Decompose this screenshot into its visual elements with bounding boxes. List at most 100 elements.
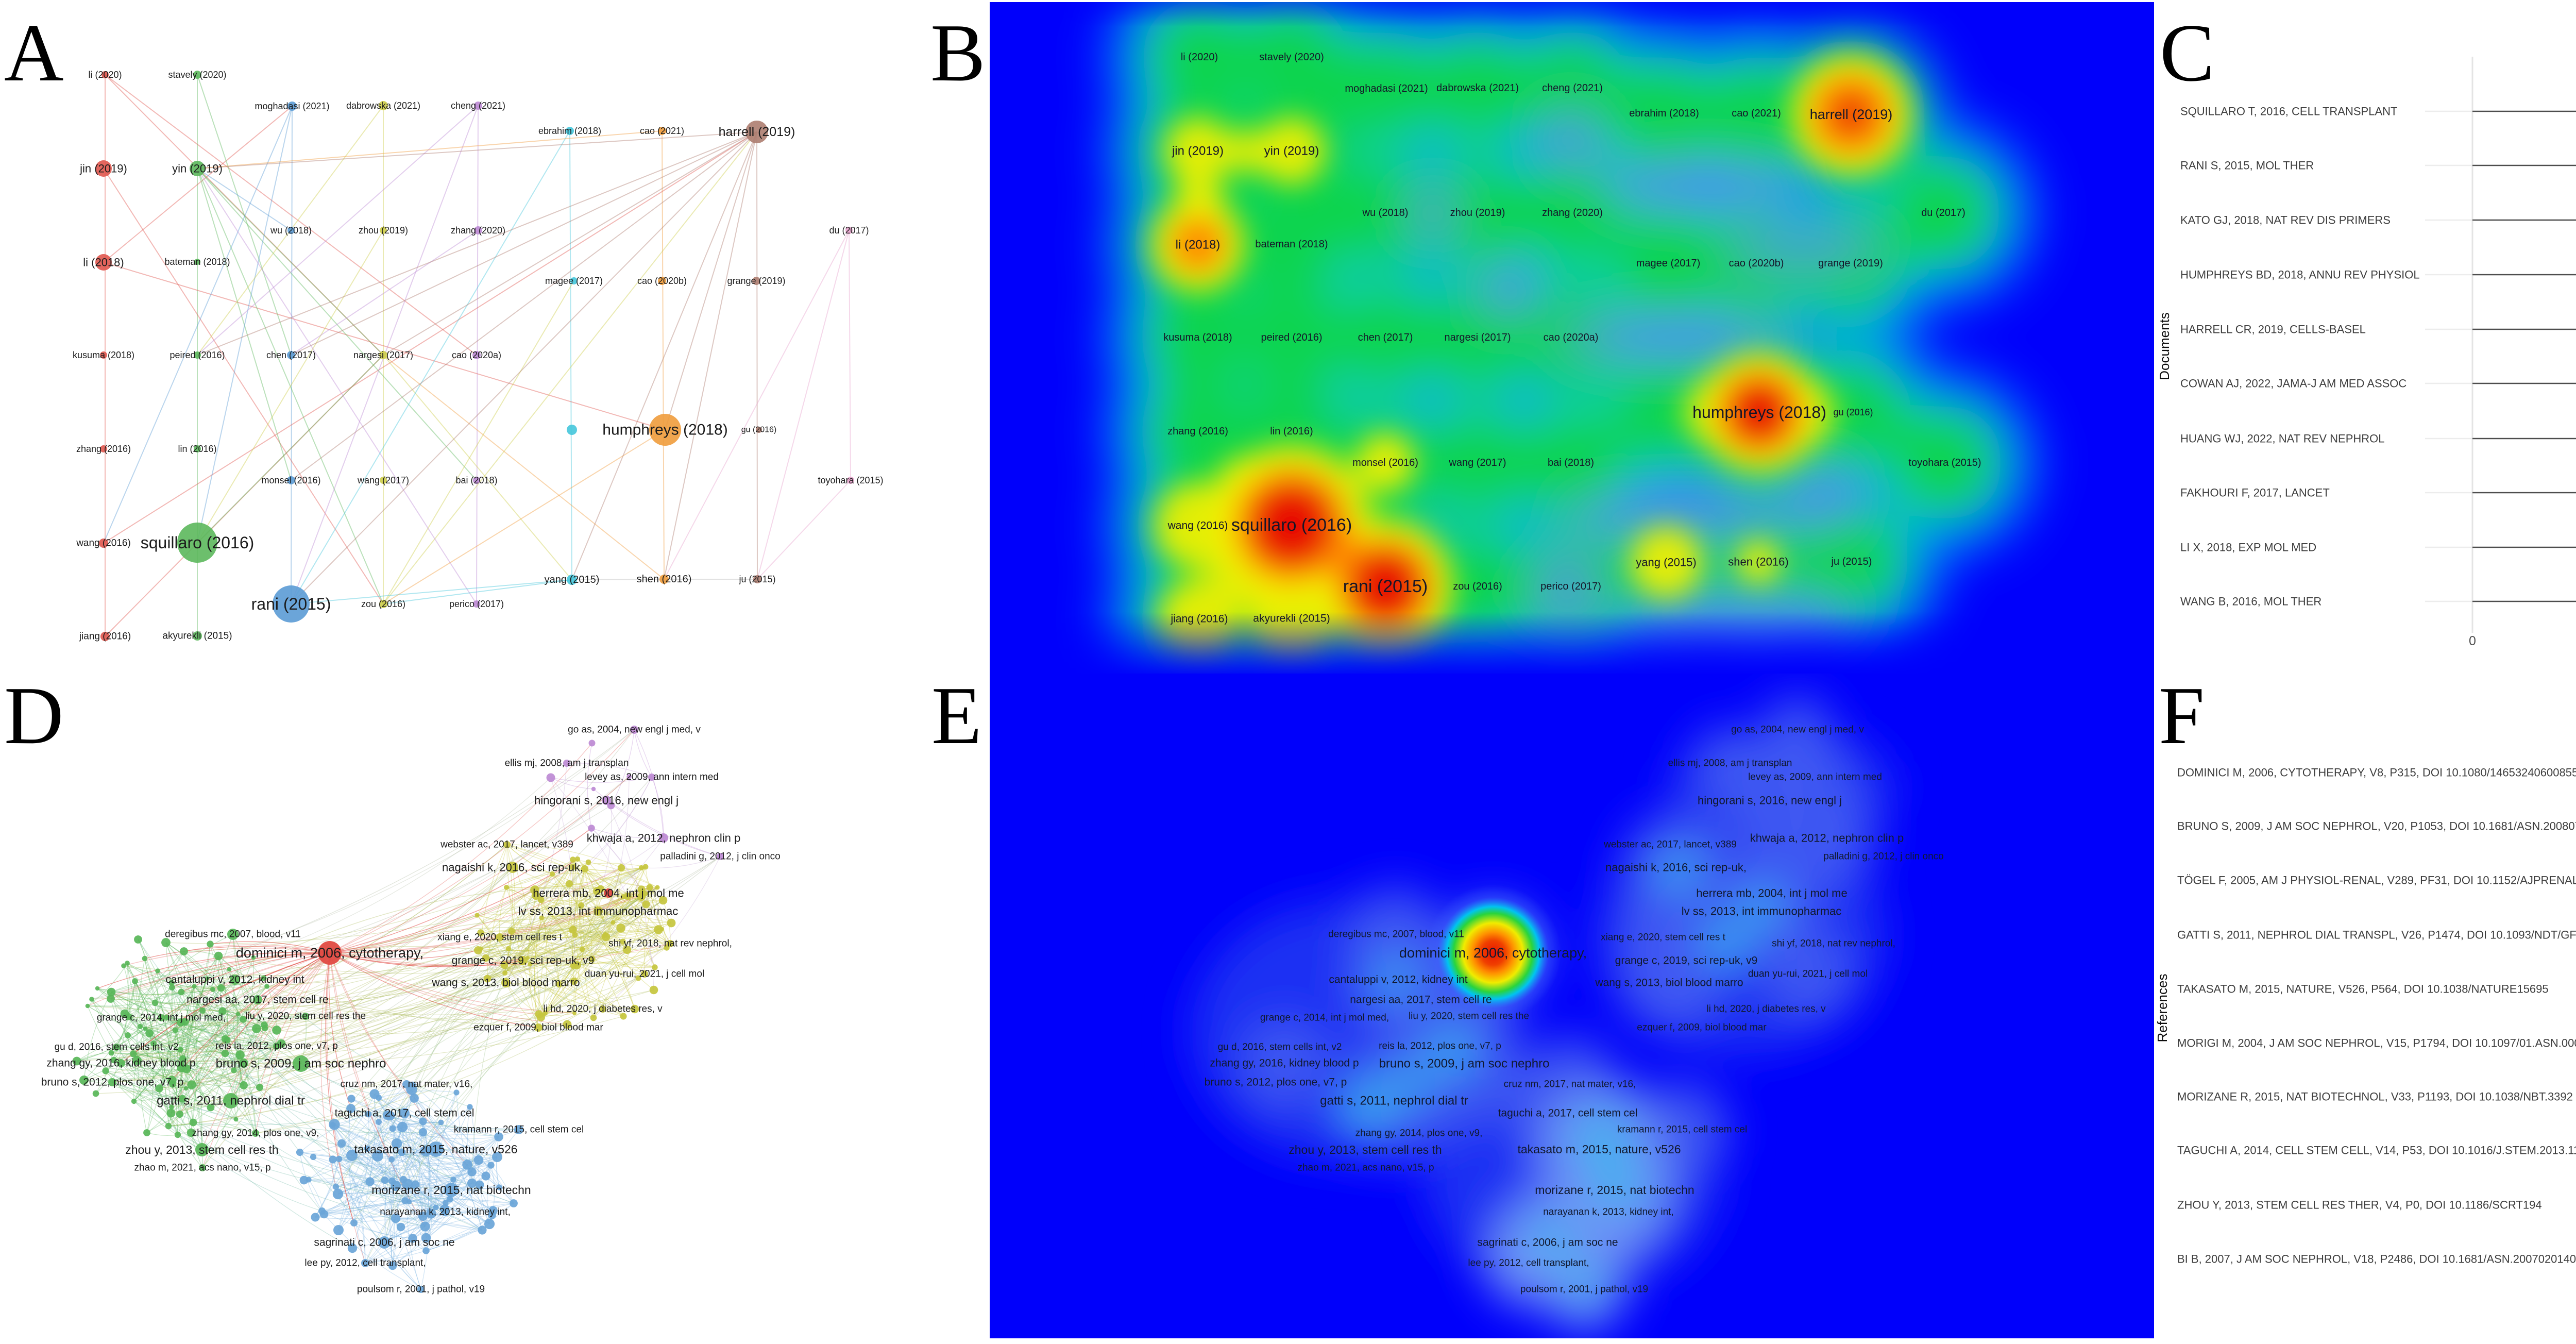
svg-text:wang s, 2013, biol blood marro: wang s, 2013, biol blood marro [1595, 977, 1743, 989]
svg-text:zhang gy, 2014, plos one, v9,: zhang gy, 2014, plos one, v9, [1355, 1128, 1483, 1139]
svg-text:ellis mj, 2008, am j transplan: ellis mj, 2008, am j transplan [505, 758, 629, 769]
svg-text:kramann r, 2015, cell stem cel: kramann r, 2015, cell stem cel [454, 1124, 584, 1135]
svg-text:ju (2015): ju (2015) [1831, 556, 1872, 567]
svg-text:MORIGI M, 2004, J AM SOC NEPHR: MORIGI M, 2004, J AM SOC NEPHROL, V15, P… [2177, 1037, 2576, 1050]
svg-text:palladini g, 2012, j clin onco: palladini g, 2012, j clin onco [660, 851, 780, 862]
svg-text:nagaishi k, 2016, sci rep-uk,: nagaishi k, 2016, sci rep-uk, [1605, 861, 1747, 874]
svg-text:cao (2021): cao (2021) [1732, 108, 1781, 119]
svg-text:dabrowska (2021): dabrowska (2021) [346, 100, 420, 111]
svg-text:bruno s, 2009, j am soc nephro: bruno s, 2009, j am soc nephro [1379, 1057, 1550, 1071]
svg-text:SQUILLARO T, 2016, CELL TRANSP: SQUILLARO T, 2016, CELL TRANSPLANT [2180, 105, 2397, 118]
svg-text:stavely (2020): stavely (2020) [1259, 52, 1324, 63]
svg-text:lv ss, 2013, int immunopharmac: lv ss, 2013, int immunopharmac [518, 905, 679, 918]
svg-text:squillaro (2016): squillaro (2016) [1231, 515, 1352, 535]
svg-text:zou (2016): zou (2016) [1453, 581, 1502, 592]
svg-text:duan yu-rui, 2021, j cell mol: duan yu-rui, 2021, j cell mol [1748, 969, 1868, 980]
svg-text:poulsom r, 2001, j pathol, v19: poulsom r, 2001, j pathol, v19 [357, 1284, 485, 1295]
svg-text:HARRELL CR, 2019, CELLS-BASEL: HARRELL CR, 2019, CELLS-BASEL [2180, 323, 2366, 336]
svg-text:lv ss, 2013, int immunopharmac: lv ss, 2013, int immunopharmac [1682, 905, 1842, 918]
svg-text:zhou (2019): zhou (2019) [359, 225, 408, 236]
svg-text:go as, 2004, new engl j med, v: go as, 2004, new engl j med, v [568, 725, 701, 735]
svg-text:rani (2015): rani (2015) [1343, 577, 1428, 596]
svg-text:taguchi a, 2017, cell stem cel: taguchi a, 2017, cell stem cel [1498, 1107, 1638, 1119]
svg-text:ju (2015): ju (2015) [738, 574, 775, 584]
svg-text:levey as, 2009, ann intern med: levey as, 2009, ann intern med [1748, 772, 1882, 783]
svg-text:takasato m, 2015, nature, v526: takasato m, 2015, nature, v526 [1517, 1143, 1681, 1156]
svg-text:zhang (2020): zhang (2020) [451, 225, 505, 236]
svg-text:HUMPHREYS BD, 2018, ANNU REV P: HUMPHREYS BD, 2018, ANNU REV PHYSIOL [2180, 268, 2420, 281]
svg-text:wu (2018): wu (2018) [270, 225, 312, 236]
svg-text:ezquer f, 2009, biol blood mar: ezquer f, 2009, biol blood mar [473, 1022, 603, 1033]
svg-text:lin (2016): lin (2016) [178, 444, 216, 454]
svg-text:yin (2019): yin (2019) [172, 162, 223, 175]
svg-text:bruno s, 2009, j am soc nephro: bruno s, 2009, j am soc nephro [216, 1057, 386, 1071]
svg-text:shen (2016): shen (2016) [637, 574, 692, 585]
svg-text:humphreys (2018): humphreys (2018) [1692, 403, 1826, 422]
svg-text:monsel (2016): monsel (2016) [1352, 457, 1418, 468]
svg-text:shi yf, 2018, nat rev nephrol,: shi yf, 2018, nat rev nephrol, [1772, 938, 1895, 949]
svg-text:bruno s, 2012, plos one, v7, p: bruno s, 2012, plos one, v7, p [41, 1077, 184, 1088]
svg-text:BI B, 2007, J AM SOC NEPHROL,: BI B, 2007, J AM SOC NEPHROL, V18, P2486… [2177, 1253, 2576, 1266]
svg-text:BRUNO S, 2009, J AM SOC NEPHRO: BRUNO S, 2009, J AM SOC NEPHROL, V20, P1… [2177, 820, 2576, 833]
svg-text:bateman (2018): bateman (2018) [164, 257, 230, 267]
svg-text:0: 0 [2469, 634, 2476, 648]
svg-text:deregibus mc, 2007, blood, v11: deregibus mc, 2007, blood, v11 [1328, 929, 1464, 940]
svg-text:herrera mb, 2004, int j mol me: herrera mb, 2004, int j mol me [533, 887, 684, 900]
svg-text:gu d, 2016, stem cells int, v2: gu d, 2016, stem cells int, v2 [55, 1042, 179, 1053]
svg-text:FAKHOURI F, 2017, LANCET: FAKHOURI F, 2017, LANCET [2180, 486, 2330, 499]
svg-text:WANG B, 2016, MOL THER: WANG B, 2016, MOL THER [2180, 595, 2321, 608]
svg-text:li (2018): li (2018) [83, 256, 124, 269]
svg-text:ellis mj, 2008, am j transplan: ellis mj, 2008, am j transplan [1668, 758, 1792, 769]
svg-text:yang (2015): yang (2015) [545, 574, 600, 585]
svg-text:LI X, 2018, EXP MOL MED: LI X, 2018, EXP MOL MED [2180, 541, 2316, 554]
svg-text:cheng (2021): cheng (2021) [1542, 82, 1603, 94]
svg-text:bruno s, 2012, plos one, v7, p: bruno s, 2012, plos one, v7, p [1205, 1077, 1347, 1088]
svg-text:webster ac, 2017, lancet, v389: webster ac, 2017, lancet, v389 [1603, 839, 1737, 850]
svg-text:perico (2017): perico (2017) [1540, 581, 1601, 592]
svg-text:morizane r, 2015, nat biotechn: morizane r, 2015, nat biotechn [371, 1183, 531, 1197]
svg-text:sagrinati c, 2006, j am soc ne: sagrinati c, 2006, j am soc ne [314, 1237, 454, 1249]
svg-text:li (2020): li (2020) [1181, 52, 1218, 63]
svg-text:zhang gy, 2016, kidney blood p: zhang gy, 2016, kidney blood p [46, 1057, 195, 1069]
svg-text:taguchi a, 2017, cell stem cel: taguchi a, 2017, cell stem cel [335, 1107, 474, 1119]
svg-text:cruz nm, 2017, nat mater, v16,: cruz nm, 2017, nat mater, v16, [341, 1079, 473, 1090]
svg-text:nargesi (2017): nargesi (2017) [1445, 332, 1511, 343]
svg-text:RANI S, 2015, MOL THER: RANI S, 2015, MOL THER [2180, 159, 2314, 172]
svg-text:li hd, 2020, j diabetes res, v: li hd, 2020, j diabetes res, v [1706, 1004, 1826, 1015]
svg-text:chen (2017): chen (2017) [1358, 332, 1413, 343]
svg-text:li hd, 2020, j diabetes res, v: li hd, 2020, j diabetes res, v [543, 1004, 663, 1015]
svg-text:reis la, 2012, plos one, v7, p: reis la, 2012, plos one, v7, p [1379, 1041, 1501, 1052]
svg-text:morizane r, 2015, nat biotechn: morizane r, 2015, nat biotechn [1535, 1183, 1694, 1197]
svg-text:magee (2017): magee (2017) [545, 276, 603, 286]
svg-text:bai (2018): bai (2018) [455, 475, 497, 485]
svg-text:ebrahim (2018): ebrahim (2018) [1629, 108, 1699, 119]
svg-text:toyohara (2015): toyohara (2015) [818, 475, 883, 485]
svg-text:narayanan k, 2013, kidney int,: narayanan k, 2013, kidney int, [1543, 1207, 1674, 1218]
svg-text:jiang (2016): jiang (2016) [79, 631, 131, 642]
svg-text:wang (2017): wang (2017) [357, 475, 409, 485]
svg-text:akyurekli (2015): akyurekli (2015) [1253, 613, 1330, 625]
svg-text:perico (2017): perico (2017) [449, 599, 504, 609]
svg-text:gatti s, 2011, nephrol dial tr: gatti s, 2011, nephrol dial tr [157, 1094, 305, 1108]
svg-text:zhou (2019): zhou (2019) [1450, 207, 1505, 219]
svg-text:wu (2018): wu (2018) [1362, 207, 1409, 219]
svg-text:zou (2016): zou (2016) [361, 599, 405, 609]
svg-text:levey as, 2009, ann intern med: levey as, 2009, ann intern med [585, 772, 719, 783]
svg-text:peired (2016): peired (2016) [170, 350, 225, 360]
svg-text:nargesi aa, 2017, stem cell re: nargesi aa, 2017, stem cell re [187, 994, 328, 1006]
svg-text:kusuma (2018): kusuma (2018) [73, 350, 134, 360]
svg-text:harrell (2019): harrell (2019) [719, 125, 795, 139]
svg-text:cao (2020a): cao (2020a) [452, 350, 501, 360]
svg-text:takasato m, 2015, nature, v526: takasato m, 2015, nature, v526 [354, 1143, 517, 1156]
svg-text:zhang (2016): zhang (2016) [76, 444, 131, 454]
svg-text:sagrinati c, 2006, j am soc ne: sagrinati c, 2006, j am soc ne [1477, 1237, 1618, 1249]
svg-text:stavely (2020): stavely (2020) [168, 70, 226, 80]
svg-text:wang (2017): wang (2017) [1448, 457, 1506, 468]
svg-text:TAKASATO M, 2015, NATURE, V526: TAKASATO M, 2015, NATURE, V526, P564, DO… [2177, 983, 2549, 996]
svg-text:akyurekli (2015): akyurekli (2015) [162, 631, 232, 642]
svg-text:liu y, 2020, stem cell res the: liu y, 2020, stem cell res the [1409, 1011, 1529, 1022]
svg-text:jin (2019): jin (2019) [1172, 144, 1224, 158]
svg-text:poulsom r, 2001, j pathol, v19: poulsom r, 2001, j pathol, v19 [1520, 1284, 1648, 1295]
svg-text:MORIZANE R, 2015, NAT BIOTECHN: MORIZANE R, 2015, NAT BIOTECHNOL, V33, P… [2177, 1090, 2573, 1103]
svg-text:lee py, 2012, cell transplant,: lee py, 2012, cell transplant, [304, 1258, 426, 1269]
